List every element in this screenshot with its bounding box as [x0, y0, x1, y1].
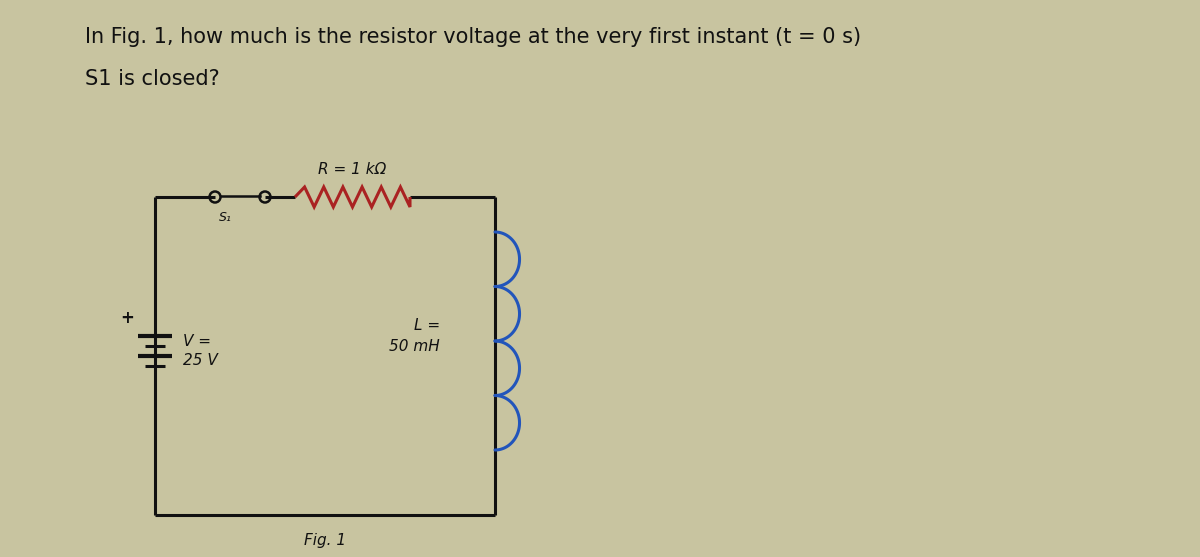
Text: L =
50 mH: L = 50 mH: [389, 318, 440, 354]
Text: Fig. 1: Fig. 1: [304, 533, 346, 548]
Text: R = 1 kΩ: R = 1 kΩ: [318, 162, 386, 177]
Text: V =
25 V: V = 25 V: [182, 334, 217, 368]
Text: S₁: S₁: [220, 211, 232, 224]
Text: +: +: [120, 309, 134, 327]
Text: In Fig. 1, how much is the resistor voltage at the very first instant (t = 0 s): In Fig. 1, how much is the resistor volt…: [85, 27, 862, 47]
Text: S1 is closed?: S1 is closed?: [85, 69, 220, 89]
